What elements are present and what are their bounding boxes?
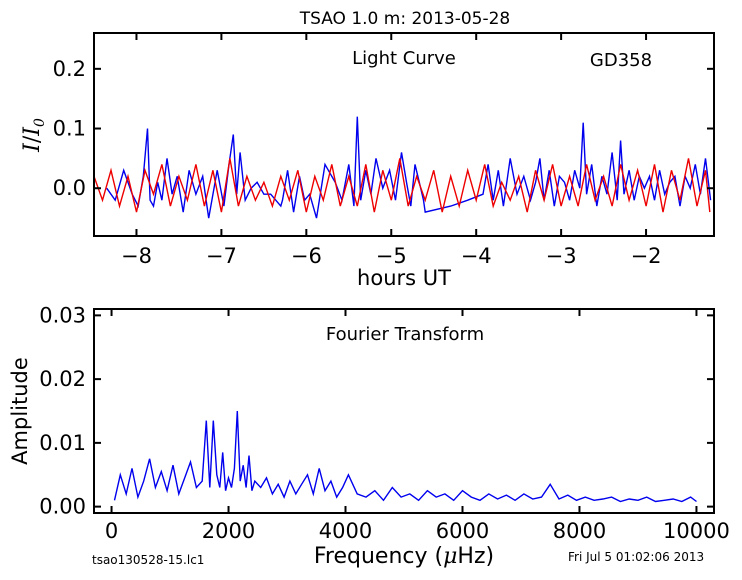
star-label: GD358 [590, 50, 652, 71]
light-curve-ylabel: I/I0 [20, 118, 48, 153]
timestamp-label: Fri Jul 5 01:02:06 2013 [568, 550, 705, 564]
fourier-panel: 0 2000 4000 6000 8000 10000 0.00 0.01 0.02 0.03 F… [8, 303, 730, 569]
x-tick-label: −5 [376, 244, 407, 268]
x-tick-label: −8 [121, 244, 152, 268]
x-tick-label: −4 [461, 244, 492, 268]
x-tick-label: 2000 [202, 519, 255, 543]
light-curve-title: Light Curve [352, 48, 456, 69]
y-tick-label: 0.00 [39, 495, 86, 519]
series-line-blue [113, 410, 697, 503]
x-tick-label: 4000 [319, 519, 372, 543]
light-curve-panel: −8 −7 −6 −5 −4 −3 −2 0.0 0.1 0.2 Light Curve GD35… [20, 32, 715, 290]
y-tick-label: 0.2 [53, 57, 86, 81]
x-tick-label: 0 [105, 519, 118, 543]
series-line-blue [106, 116, 712, 219]
figure-title: TSAO 1.0 m: 2013-05-28 [299, 9, 511, 29]
fourier-ylabel: Amplitude [8, 357, 32, 465]
y-tick-label: 0.03 [39, 303, 86, 327]
x-tick-label: 6000 [436, 519, 489, 543]
series-line-red [94, 158, 711, 213]
filename-label: tsao130528-15.lc1 [92, 553, 205, 567]
x-tick-label: −7 [206, 244, 237, 268]
light-curve-xlabel: hours UT [357, 266, 451, 290]
y-tick-label: 0.1 [53, 117, 86, 141]
fourier-title: Fourier Transform [326, 324, 484, 345]
light-curve-frame [93, 32, 715, 237]
x-tick-label: 8000 [553, 519, 606, 543]
y-tick-label: 0.01 [39, 431, 86, 455]
y-tick-label: 0.0 [53, 176, 86, 200]
x-tick-label: 10000 [663, 519, 730, 543]
x-tick-label: −3 [546, 244, 577, 268]
y-tick-label: 0.02 [39, 367, 86, 391]
x-tick-label: −2 [631, 244, 662, 268]
fourier-frame [93, 308, 715, 514]
fourier-xlabel: Frequency (μHz) [314, 544, 494, 569]
x-tick-label: −6 [291, 244, 322, 268]
